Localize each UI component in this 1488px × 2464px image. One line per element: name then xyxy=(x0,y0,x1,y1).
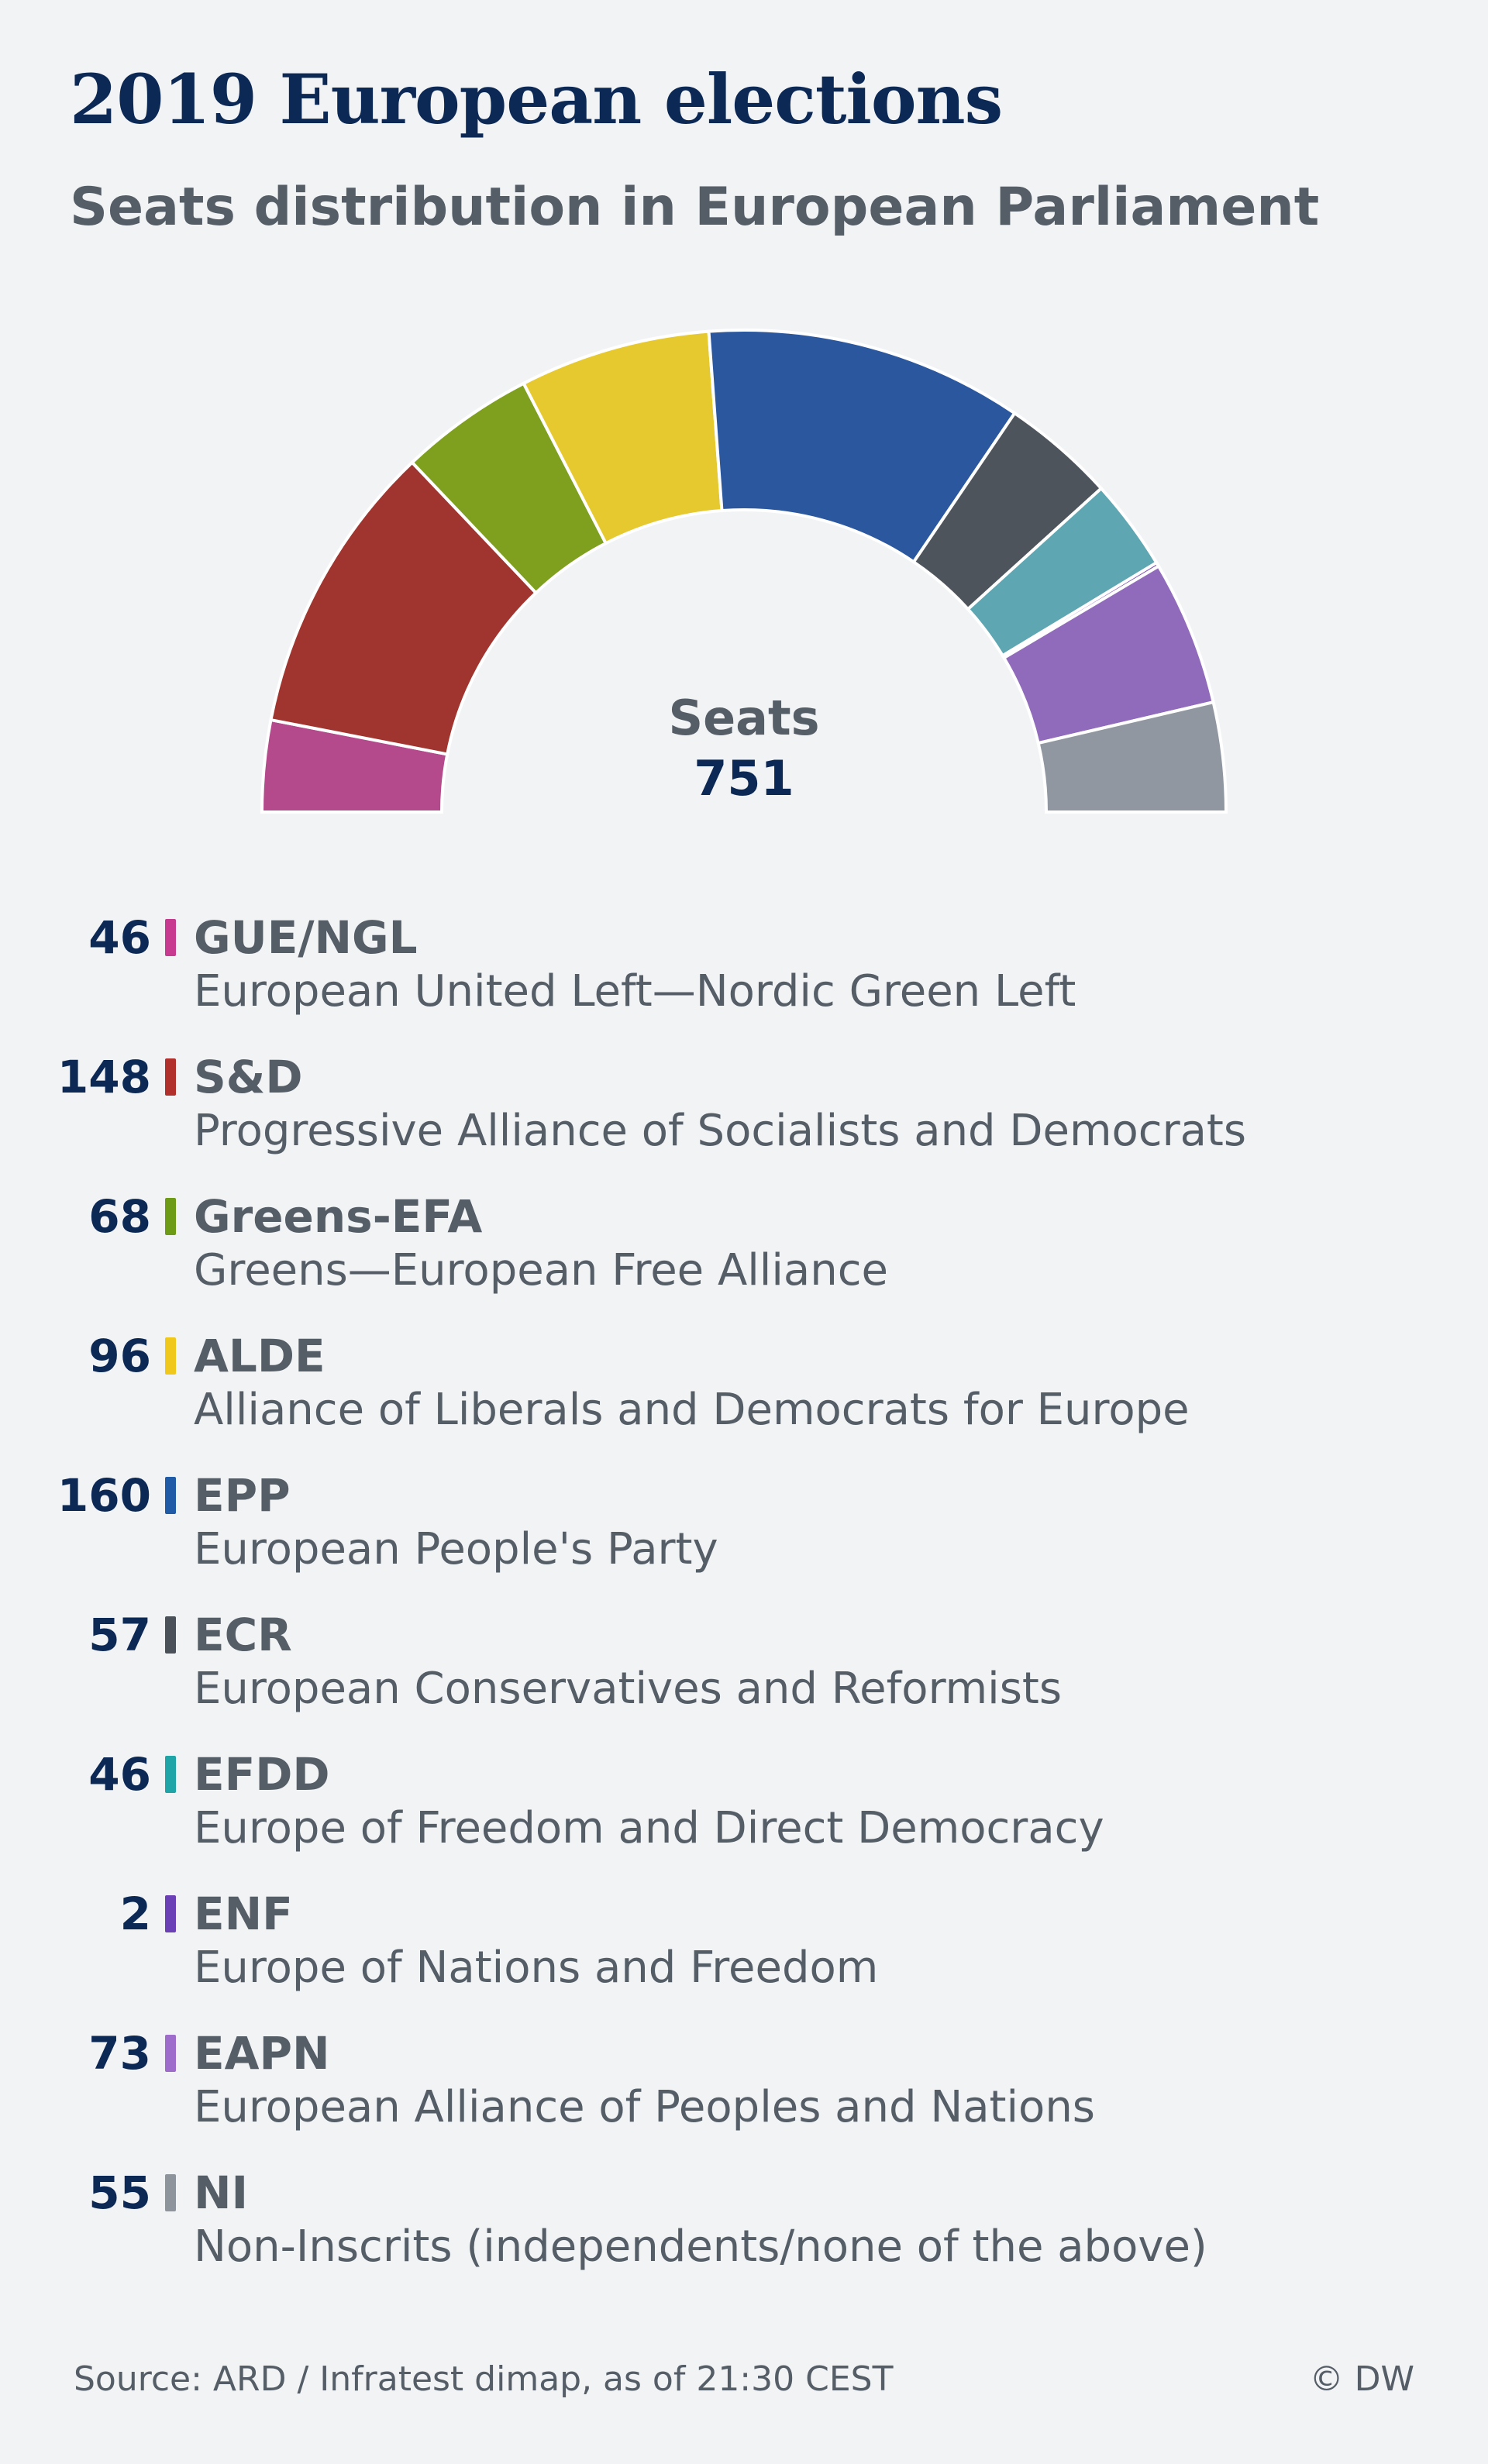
party-full-name: Europe of Nations and Freedom xyxy=(194,1943,879,1993)
party-abbreviation: ECR xyxy=(194,1609,292,1661)
party-full-name: European Conservatives and Reformists xyxy=(194,1664,1063,1714)
chart-subtitle: Seats distribution in European Parliamen… xyxy=(70,177,1320,238)
party-abbreviation: S&D xyxy=(194,1051,303,1103)
seat-count: 73 xyxy=(88,2027,151,2080)
legend-item-ecr: 57 ECR European Conservatives and Reformis… xyxy=(0,1604,1488,1743)
legend-item-gue-ngl: 46 GUE/NGL European United Left—Nordic Gre… xyxy=(0,907,1488,1046)
seat-count: 46 xyxy=(88,1748,151,1801)
party-color-swatch xyxy=(165,1895,176,1932)
party-color-swatch xyxy=(165,2035,176,2072)
party-full-name: Alliance of Liberals and Democrats for E… xyxy=(194,1385,1190,1435)
legend-item-greens-efa: 68 Greens-EFA Greens—European Free Allianc… xyxy=(0,1186,1488,1325)
party-color-swatch xyxy=(165,1198,176,1235)
party-abbreviation: NI xyxy=(194,2166,249,2219)
seat-count: 68 xyxy=(88,1190,151,1243)
party-abbreviation: GUE/NGL xyxy=(194,911,418,964)
party-color-swatch xyxy=(165,1616,176,1654)
legend-item-epp: 160 EPP European People's Party xyxy=(0,1464,1488,1604)
seat-count: 2 xyxy=(119,1888,151,1940)
party-color-swatch xyxy=(165,919,176,956)
copyright-credit: © DW xyxy=(1309,2359,1414,2399)
legend-item-s-d: 148 S&D Progressive Alliance of Socialists… xyxy=(0,1046,1488,1186)
legend-item-ni: 55 NI Non-Inscrits (independents/none of t… xyxy=(0,2162,1488,2301)
legend-item-alde: 96 ALDE Alliance of Liberals and Democrats… xyxy=(0,1325,1488,1464)
party-abbreviation: ALDE xyxy=(194,1330,326,1382)
hemicycle-chart xyxy=(260,329,1228,814)
seat-count: 46 xyxy=(88,911,151,964)
party-color-swatch xyxy=(165,1756,176,1793)
party-full-name: Europe of Freedom and Direct Democracy xyxy=(194,1803,1104,1853)
seat-count: 160 xyxy=(57,1469,151,1522)
party-full-name: Greens—European Free Alliance xyxy=(194,1245,888,1296)
party-color-swatch xyxy=(165,1477,176,1514)
party-abbreviation: EPP xyxy=(194,1469,291,1522)
party-full-name: European People's Party xyxy=(194,1524,718,1574)
party-color-swatch xyxy=(165,2174,176,2211)
seat-count: 57 xyxy=(88,1609,151,1661)
seat-count: 55 xyxy=(88,2166,151,2219)
seat-count: 148 xyxy=(57,1051,151,1103)
party-abbreviation: Greens-EFA xyxy=(194,1190,483,1243)
seat-count: 96 xyxy=(88,1330,151,1382)
hemicycle-segment-ni xyxy=(1036,700,1228,814)
source-note: Source: ARD / Infratest dimap, as of 21:… xyxy=(74,2359,894,2399)
party-color-swatch xyxy=(165,1058,176,1096)
party-full-name: Non-Inscrits (independents/none of the a… xyxy=(194,2221,1207,2272)
party-full-name: European Alliance of Peoples and Nations xyxy=(194,2082,1095,2132)
party-abbreviation: EAPN xyxy=(194,2027,330,2080)
chart-title: 2019 European elections xyxy=(70,59,1003,139)
hemicycle-segment-epp xyxy=(707,329,1017,565)
legend: 46 GUE/NGL European United Left—Nordic Gre… xyxy=(0,907,1488,2301)
party-color-swatch xyxy=(165,1337,176,1375)
party-full-name: European United Left—Nordic Green Left xyxy=(194,966,1076,1017)
legend-item-efdd: 46 EFDD Europe of Freedom and Direct Democ… xyxy=(0,1743,1488,1883)
party-full-name: Progressive Alliance of Socialists and D… xyxy=(194,1106,1247,1156)
center-seats-label: Seats xyxy=(668,690,820,746)
party-abbreviation: ENF xyxy=(194,1888,293,1940)
legend-item-enf: 2 ENF Europe of Nations and Freedom xyxy=(0,1883,1488,2022)
center-seats-total: 751 xyxy=(694,750,794,807)
legend-item-eapn: 73 EAPN European Alliance of Peoples and N… xyxy=(0,2022,1488,2162)
party-abbreviation: EFDD xyxy=(194,1748,330,1801)
